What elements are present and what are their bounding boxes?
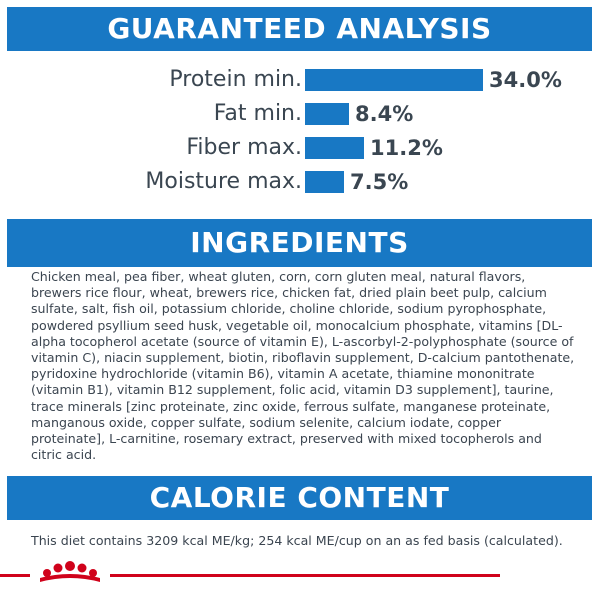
analysis-label: Fat min.	[213, 101, 302, 126]
footer-brand-strip	[0, 561, 500, 582]
footer-red-line-right	[110, 574, 500, 577]
ingredients-banner: INGREDIENTS	[7, 219, 592, 267]
analysis-row: Fiber max. 11.2%	[7, 133, 592, 163]
ingredients-title: INGREDIENTS	[190, 226, 409, 259]
analysis-bar	[305, 103, 349, 125]
crown-logo-icon	[40, 561, 100, 582]
analysis-row: Fat min. 8.4%	[7, 99, 592, 129]
analysis-banner: GUARANTEED ANALYSIS	[7, 7, 592, 51]
analysis-value-label: 34.0%	[489, 68, 562, 92]
ingredients-text: Chicken meal, pea fiber, wheat gluten, c…	[31, 269, 575, 463]
analysis-value-label: 7.5%	[350, 170, 409, 194]
calorie-banner: CALORIE CONTENT	[7, 476, 592, 520]
analysis-bar	[305, 137, 364, 159]
calorie-title: CALORIE CONTENT	[149, 481, 450, 514]
analysis-value-label: 11.2%	[370, 136, 443, 160]
analysis-value-label: 8.4%	[355, 102, 414, 126]
analysis-row: Protein min. 34.0%	[7, 65, 592, 95]
guaranteed-analysis-chart: Protein min. 34.0% Fat min. 8.4% Fiber max. 1…	[7, 51, 592, 219]
analysis-label: Protein min.	[169, 67, 302, 92]
analysis-label: Moisture max.	[145, 169, 302, 194]
analysis-bar	[305, 69, 483, 91]
analysis-title: GUARANTEED ANALYSIS	[107, 12, 492, 45]
analysis-label: Fiber max.	[186, 135, 302, 160]
footer-red-line	[0, 574, 30, 577]
analysis-row: Moisture max. 7.5%	[7, 167, 592, 197]
analysis-bar	[305, 171, 344, 193]
calorie-text: This diet contains 3209 kcal ME/kg; 254 …	[31, 533, 563, 548]
